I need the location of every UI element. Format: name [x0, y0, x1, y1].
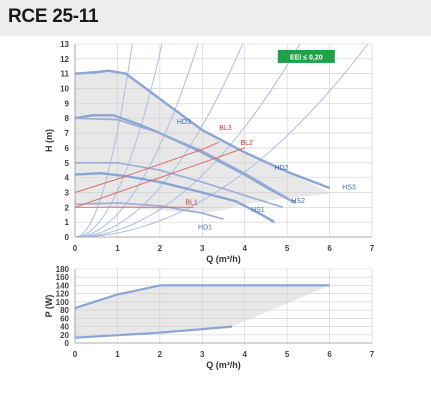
x-tick-label: 7	[370, 244, 375, 253]
y-tick-label: 60	[60, 314, 69, 323]
series-bl2-label: BL2	[240, 140, 253, 147]
header-bar: RCE 25-11	[0, 0, 431, 36]
y-tick-label: 3	[65, 188, 70, 197]
series-bl3	[74, 141, 220, 193]
series-hd3	[74, 117, 292, 203]
x-tick-label: 5	[285, 244, 290, 253]
x-tick-label: 5	[285, 350, 290, 359]
y-axis-label: H (m)	[44, 129, 54, 152]
y-tick-label: 0	[65, 233, 70, 242]
y-tick-label: 160	[56, 273, 70, 282]
y-tick-label: 180	[56, 265, 70, 274]
x-axis-label: Q (m³/h)	[206, 254, 241, 264]
y-tick-label: 6	[65, 144, 70, 153]
y-tick-label: 40	[60, 323, 69, 332]
system-curve	[75, 44, 133, 237]
x-tick-label: 3	[200, 350, 205, 359]
y-tick-label: 20	[60, 331, 69, 340]
x-tick-label: 0	[73, 244, 78, 253]
y-tick-label: 140	[56, 281, 70, 290]
eei-badge	[277, 49, 335, 63]
series-hs2-label: HS2	[291, 198, 305, 205]
x-tick-label: 6	[327, 244, 332, 253]
x-tick-label: 2	[158, 244, 163, 253]
y-tick-label: 5	[65, 159, 70, 168]
grid	[74, 43, 373, 238]
series-min	[74, 325, 233, 339]
x-tick-label: 3	[200, 244, 205, 253]
y-tick-label: 8	[65, 114, 70, 123]
system-curve	[75, 44, 199, 237]
series-hd2-label: HD2	[274, 165, 288, 172]
y-tick-label: 100	[56, 298, 70, 307]
y-tick-label: 9	[65, 99, 70, 108]
series-hd1-label: HD1	[198, 225, 212, 232]
y-tick-label: 11	[61, 70, 70, 79]
series-hs1	[74, 171, 276, 224]
y-tick-label: 2	[65, 203, 70, 212]
series-hd1	[74, 202, 224, 220]
series-bl2	[74, 147, 245, 208]
system-curve	[75, 44, 244, 237]
x-tick-label: 1	[115, 244, 120, 253]
y-tick-label: 80	[60, 306, 69, 315]
x-axis-label: Q (m³/h)	[206, 360, 241, 370]
y-tick-label: 10	[60, 85, 69, 94]
x-tick-label: 4	[242, 350, 247, 359]
x-tick-label: 2	[158, 350, 163, 359]
y-tick-label: 0	[65, 339, 70, 348]
y-tick-label: 12	[60, 55, 69, 64]
x-tick-label: 4	[242, 244, 247, 253]
series-bl3-label: BL3	[219, 125, 232, 132]
y-axis-label: P (W)	[44, 295, 54, 318]
series-max	[74, 284, 330, 310]
series-hd2	[75, 162, 284, 209]
y-tick-label: 4	[65, 174, 70, 183]
x-tick-label: 1	[115, 350, 120, 359]
y-tick-label: 120	[56, 290, 70, 299]
x-tick-label: 0	[73, 350, 78, 359]
x-tick-label: 6	[327, 350, 332, 359]
series-hs1-label: HS1	[251, 207, 265, 214]
y-tick-label: 13	[60, 40, 69, 49]
system-curve	[75, 44, 163, 237]
series-hs3-label: HS3	[342, 184, 356, 191]
page-title: RCE 25-11	[8, 6, 99, 27]
y-tick-label: 7	[65, 129, 70, 138]
y-tick-label: 1	[65, 218, 70, 227]
x-tick-label: 7	[370, 350, 375, 359]
series-hd3-label: HD3	[177, 119, 191, 126]
eei-badge-text: EEI ≤ 0,20	[290, 54, 323, 61]
series-bl1-label: BL1	[185, 199, 198, 206]
series-hs3	[74, 69, 331, 190]
